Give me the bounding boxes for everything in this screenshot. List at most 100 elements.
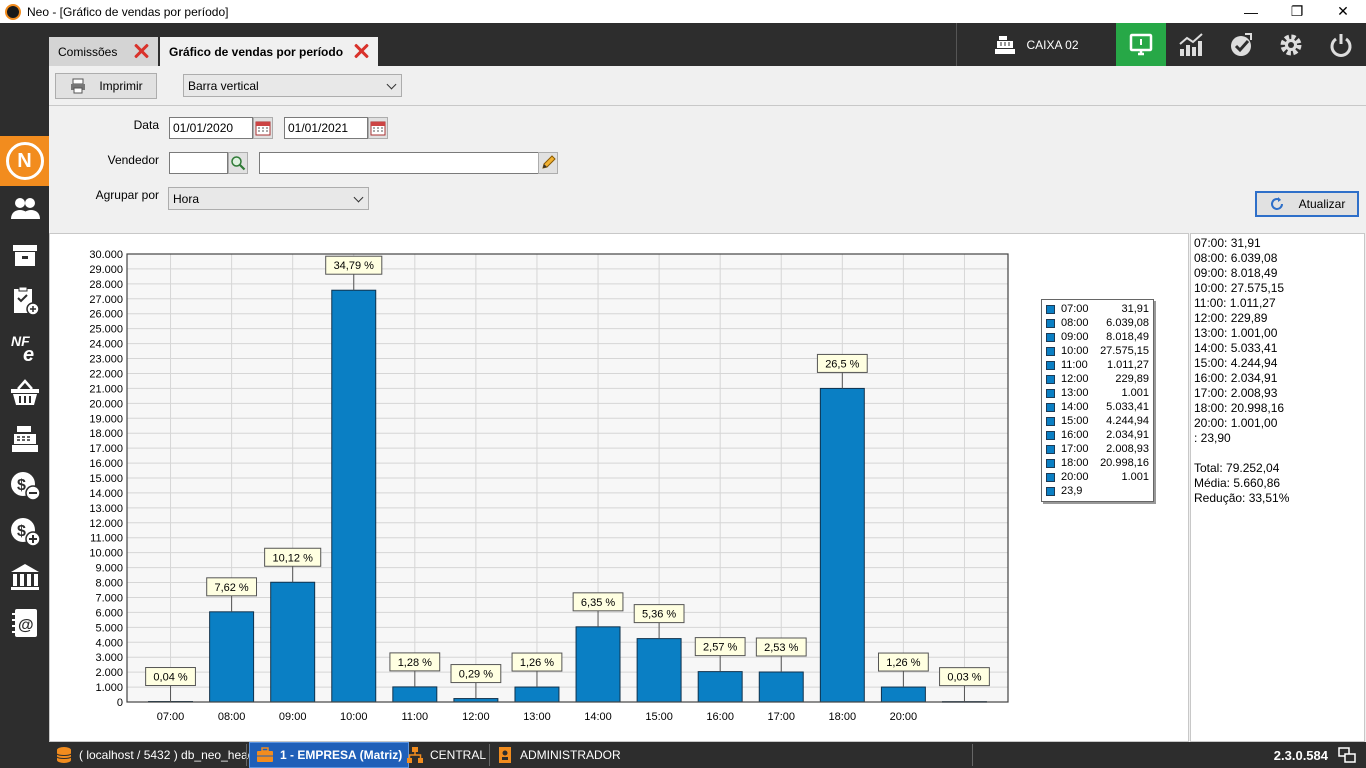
sidebar-item-receivables[interactable]: $ bbox=[0, 508, 49, 554]
sidebar-item-bank[interactable] bbox=[0, 554, 49, 600]
db-connection-text: ( localhost / 5432 ) db_neo_head bbox=[79, 748, 255, 762]
date-to-field[interactable]: 01/01/2021 bbox=[284, 117, 368, 139]
legend-swatch bbox=[1046, 458, 1055, 468]
y-tick-label: 19.000 bbox=[89, 413, 123, 425]
data-label-box bbox=[450, 664, 502, 684]
sidebar-item-orders[interactable] bbox=[0, 278, 49, 324]
neo-logo[interactable]: N bbox=[0, 136, 49, 186]
approvals-button[interactable] bbox=[1216, 23, 1266, 66]
legend-item: 11:00 1.011,27 bbox=[1046, 358, 1151, 372]
legend-item: 15:00 4.244,94 bbox=[1046, 414, 1151, 428]
print-button[interactable]: Imprimir bbox=[55, 73, 157, 99]
summary-line: 13:00: 1.001,00 bbox=[1194, 326, 1278, 340]
data-label: 1,26 % bbox=[511, 652, 563, 688]
legend-swatch bbox=[1046, 402, 1055, 412]
toolbar: Imprimir Barra vertical bbox=[49, 66, 1366, 106]
data-label: 10,12 % bbox=[264, 547, 322, 583]
sidebar-item-payables[interactable]: $ bbox=[0, 462, 49, 508]
legend-key: 13:00 bbox=[1061, 387, 1089, 399]
screens-icon[interactable] bbox=[1338, 746, 1356, 764]
close-tab-icon[interactable] bbox=[353, 43, 369, 59]
y-tick-label: 9.000 bbox=[95, 563, 123, 575]
left-sidebar: N NF e $ $ @ bbox=[0, 23, 49, 743]
sidebar-item-sales[interactable] bbox=[0, 370, 49, 416]
legend-item: 09:00 8.018,49 bbox=[1046, 330, 1151, 344]
reports-button[interactable] bbox=[1166, 23, 1216, 66]
data-label: 0,29 % bbox=[450, 664, 502, 699]
chart-type-select[interactable]: Barra vertical bbox=[183, 74, 402, 97]
y-tick-label: 22.000 bbox=[89, 368, 123, 380]
maximize-button[interactable]: ❐ bbox=[1290, 3, 1304, 19]
sales-bar-chart: 0 1.000 2.000 3.000 4.000 5.000 6.000 7.000 8.00… bbox=[89, 249, 1009, 723]
neo-logo-icon: N bbox=[5, 142, 44, 180]
sidebar-item-products[interactable] bbox=[0, 232, 49, 278]
power-button[interactable] bbox=[1316, 23, 1366, 66]
legend-item: 12:00 229,89 bbox=[1046, 372, 1151, 386]
settings-button[interactable] bbox=[1266, 23, 1316, 66]
summary-line: 14:00: 5.033,41 bbox=[1194, 341, 1278, 355]
sidebar-item-pos[interactable] bbox=[0, 416, 49, 462]
bar bbox=[575, 626, 621, 703]
legend-item: 17:00 2.008,93 bbox=[1046, 442, 1151, 456]
date-from-field[interactable]: 01/01/2020 bbox=[169, 117, 253, 139]
legend-key: 11:00 bbox=[1061, 359, 1088, 371]
central-indicator: CENTRAL bbox=[406, 742, 486, 768]
legend-swatch bbox=[1046, 430, 1055, 440]
bar bbox=[758, 671, 804, 703]
tab-grafico-vendas[interactable]: Gráfico de vendas por período bbox=[160, 37, 378, 66]
agrupar-select[interactable]: Hora bbox=[168, 187, 369, 210]
y-tick-label: 3.000 bbox=[95, 652, 123, 664]
vendedor-search-button[interactable] bbox=[228, 152, 248, 174]
minimize-button[interactable]: — bbox=[1244, 3, 1258, 20]
close-tab-icon[interactable] bbox=[133, 43, 149, 59]
sidebar-item-clients[interactable] bbox=[0, 186, 49, 232]
data-label: 6,35 % bbox=[572, 592, 624, 627]
x-tick-label: 10:00 bbox=[340, 711, 368, 723]
data-label: 26,5 % bbox=[816, 353, 868, 389]
date-from-picker[interactable] bbox=[253, 117, 273, 139]
vendedor-name-field[interactable] bbox=[259, 152, 539, 174]
caixa-indicator[interactable]: CAIXA 02 bbox=[956, 23, 1116, 66]
user-indicator: ADMINISTRADOR bbox=[496, 742, 621, 768]
legend-item: 08:00 6.039,08 bbox=[1046, 316, 1151, 330]
date-to-value: 01/01/2021 bbox=[288, 121, 349, 135]
legend-item: 20:00 1.001 bbox=[1046, 470, 1151, 484]
y-tick-label: 18.000 bbox=[89, 428, 123, 440]
agrupar-label: Agrupar por bbox=[95, 188, 159, 202]
briefcase-icon bbox=[257, 747, 273, 762]
update-button[interactable]: Atualizar bbox=[1255, 191, 1359, 217]
vendedor-edit-button[interactable] bbox=[538, 152, 558, 174]
svg-text:$: $ bbox=[17, 477, 26, 494]
data-label: 0,03 % bbox=[939, 667, 990, 702]
chevron-down-icon bbox=[353, 192, 364, 203]
legend-swatch bbox=[1046, 318, 1055, 328]
y-tick-label: 10.000 bbox=[89, 548, 123, 560]
sidebar-item-nfe[interactable]: NF e bbox=[0, 324, 49, 370]
data-label-text: 10,12 % bbox=[272, 552, 313, 564]
data-label-box bbox=[325, 255, 383, 275]
monitor-button[interactable] bbox=[1116, 23, 1166, 66]
data-label-box bbox=[939, 667, 990, 687]
empresa-indicator[interactable]: 1 - EMPRESA (Matriz) bbox=[249, 742, 410, 768]
legend-value: 20.998,16 bbox=[1100, 457, 1149, 469]
data-label-text: 0,03 % bbox=[947, 672, 981, 684]
legend-value: 2.034,91 bbox=[1106, 429, 1149, 441]
y-tick-label: 15.000 bbox=[89, 473, 123, 485]
tab-comissoes[interactable]: Comissões bbox=[49, 37, 158, 66]
date-to-picker[interactable] bbox=[368, 117, 388, 139]
x-tick-label: 08:00 bbox=[218, 711, 246, 723]
chevron-down-icon bbox=[386, 79, 397, 90]
data-label-box bbox=[264, 547, 322, 567]
y-tick-label: 16.000 bbox=[89, 458, 123, 470]
y-tick-label: 23.000 bbox=[89, 354, 123, 366]
legend-value: 1.011,27 bbox=[1106, 359, 1149, 371]
central-text: CENTRAL bbox=[430, 748, 487, 762]
close-button[interactable]: ✕ bbox=[1337, 3, 1349, 19]
data-label-box bbox=[389, 652, 441, 672]
calendar-icon bbox=[255, 121, 271, 136]
sidebar-item-contacts[interactable]: @ bbox=[0, 600, 49, 646]
bar bbox=[331, 289, 377, 703]
summary-line: : 23,90 bbox=[1194, 431, 1231, 445]
data-label-box bbox=[694, 637, 746, 657]
vendedor-code-field[interactable] bbox=[169, 152, 228, 174]
